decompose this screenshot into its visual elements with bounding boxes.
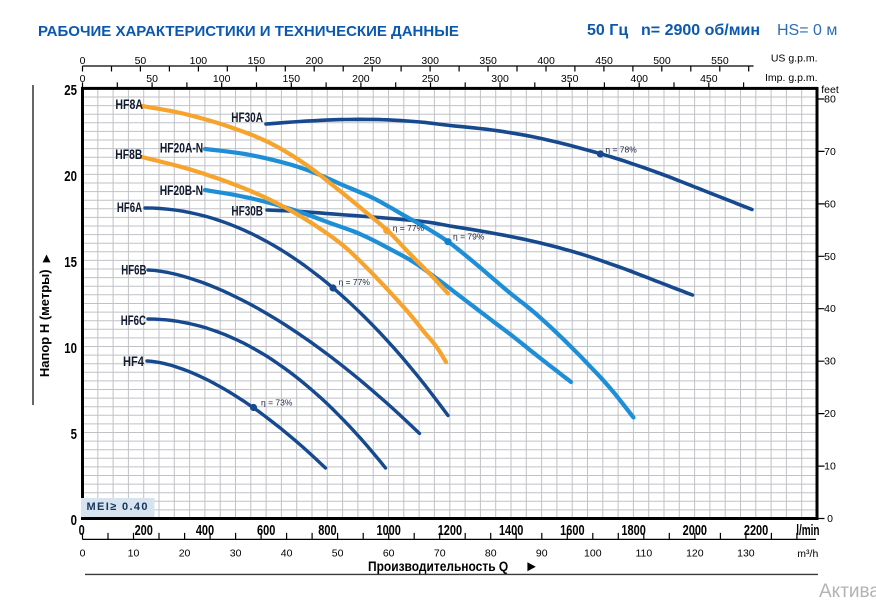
svg-text:300: 300 <box>491 73 509 85</box>
svg-text:350: 350 <box>479 55 497 67</box>
svg-text:1800: 1800 <box>621 522 645 539</box>
svg-text:HF20A-N: HF20A-N <box>160 141 203 156</box>
svg-text:70: 70 <box>434 548 446 560</box>
svg-text:0: 0 <box>827 513 833 525</box>
svg-text:1200: 1200 <box>438 522 462 539</box>
svg-text:Imp. g.p.m.: Imp. g.p.m. <box>765 72 818 84</box>
svg-text:HF20B-N: HF20B-N <box>160 183 203 198</box>
svg-text:400: 400 <box>196 522 214 539</box>
svg-text:1400: 1400 <box>499 522 523 539</box>
svg-text:l/min: l/min <box>796 522 819 539</box>
svg-text:20: 20 <box>824 408 836 420</box>
svg-text:HF6C: HF6C <box>121 313 146 328</box>
svg-text:90: 90 <box>536 548 548 560</box>
svg-text:500: 500 <box>653 55 671 67</box>
svg-text:20: 20 <box>64 169 77 185</box>
svg-text:200: 200 <box>135 522 153 539</box>
svg-text:250: 250 <box>363 55 381 67</box>
svg-text:η = 77%: η = 77% <box>339 277 371 287</box>
svg-text:110: 110 <box>635 548 652 560</box>
svg-text:0: 0 <box>71 513 77 529</box>
svg-text:130: 130 <box>737 548 755 560</box>
svg-text:m³/h: m³/h <box>797 548 818 560</box>
svg-text:800: 800 <box>318 522 336 539</box>
svg-text:80: 80 <box>485 548 497 560</box>
svg-text:HF4: HF4 <box>123 354 144 369</box>
svg-text:100: 100 <box>584 548 602 560</box>
svg-text:0: 0 <box>80 55 86 67</box>
svg-text:120: 120 <box>686 548 704 560</box>
svg-text:MEI≥ 0.40: MEI≥ 0.40 <box>87 501 148 513</box>
svg-text:0: 0 <box>80 73 86 85</box>
svg-text:150: 150 <box>248 55 266 67</box>
svg-text:550: 550 <box>711 55 729 67</box>
svg-text:400: 400 <box>537 55 555 67</box>
svg-text:US g.p.m.: US g.p.m. <box>771 53 818 65</box>
svg-text:1000: 1000 <box>376 522 400 539</box>
svg-text:70: 70 <box>824 146 836 158</box>
svg-text:450: 450 <box>700 73 718 85</box>
svg-text:20: 20 <box>179 548 191 560</box>
svg-text:2200: 2200 <box>744 522 768 539</box>
svg-text:HF8A: HF8A <box>115 97 143 112</box>
svg-text:HF8B: HF8B <box>115 147 142 162</box>
svg-text:η = 79%: η = 79% <box>453 232 485 242</box>
svg-text:80: 80 <box>824 93 836 105</box>
svg-text:100: 100 <box>213 73 231 85</box>
svg-text:2000: 2000 <box>683 522 707 539</box>
svg-text:200: 200 <box>352 73 370 85</box>
svg-text:HF6A: HF6A <box>117 200 142 215</box>
svg-text:250: 250 <box>422 73 440 85</box>
svg-text:30: 30 <box>824 356 836 368</box>
svg-text:HF30B: HF30B <box>231 204 263 219</box>
svg-text:η = 78%: η = 78% <box>605 145 637 155</box>
svg-text:Производительность Q: Производительность Q <box>368 558 508 574</box>
svg-text:10: 10 <box>824 461 836 473</box>
svg-text:150: 150 <box>283 73 301 85</box>
svg-text:350: 350 <box>561 73 579 85</box>
svg-text:feet: feet <box>821 84 839 96</box>
svg-text:40: 40 <box>824 303 836 315</box>
svg-text:400: 400 <box>630 73 648 85</box>
svg-text:η = 77%: η = 77% <box>393 223 425 233</box>
svg-text:1600: 1600 <box>560 522 584 539</box>
svg-text:40: 40 <box>281 548 293 560</box>
svg-text:50: 50 <box>135 55 147 67</box>
svg-text:450: 450 <box>595 55 613 67</box>
svg-text:HF6B: HF6B <box>121 263 146 278</box>
svg-text:0: 0 <box>80 548 86 560</box>
svg-text:Напор H (метры) ▶: Напор H (метры) ▶ <box>37 253 52 377</box>
svg-text:100: 100 <box>190 55 208 67</box>
svg-text:50: 50 <box>824 251 836 263</box>
svg-text:10: 10 <box>128 548 140 560</box>
svg-text:10: 10 <box>64 341 77 357</box>
svg-text:50: 50 <box>146 73 158 85</box>
svg-text:HF30A: HF30A <box>231 110 263 125</box>
svg-text:30: 30 <box>230 548 242 560</box>
svg-text:600: 600 <box>257 522 275 539</box>
svg-text:15: 15 <box>64 255 77 271</box>
svg-text:25: 25 <box>64 83 77 99</box>
svg-text:50: 50 <box>332 548 344 560</box>
svg-text:300: 300 <box>421 55 439 67</box>
svg-text:60: 60 <box>383 548 395 560</box>
svg-text:200: 200 <box>306 55 324 67</box>
svg-text:η = 73%: η = 73% <box>261 398 293 408</box>
svg-text:0: 0 <box>79 522 85 539</box>
svg-text:60: 60 <box>824 198 836 210</box>
svg-text:5: 5 <box>71 427 77 443</box>
